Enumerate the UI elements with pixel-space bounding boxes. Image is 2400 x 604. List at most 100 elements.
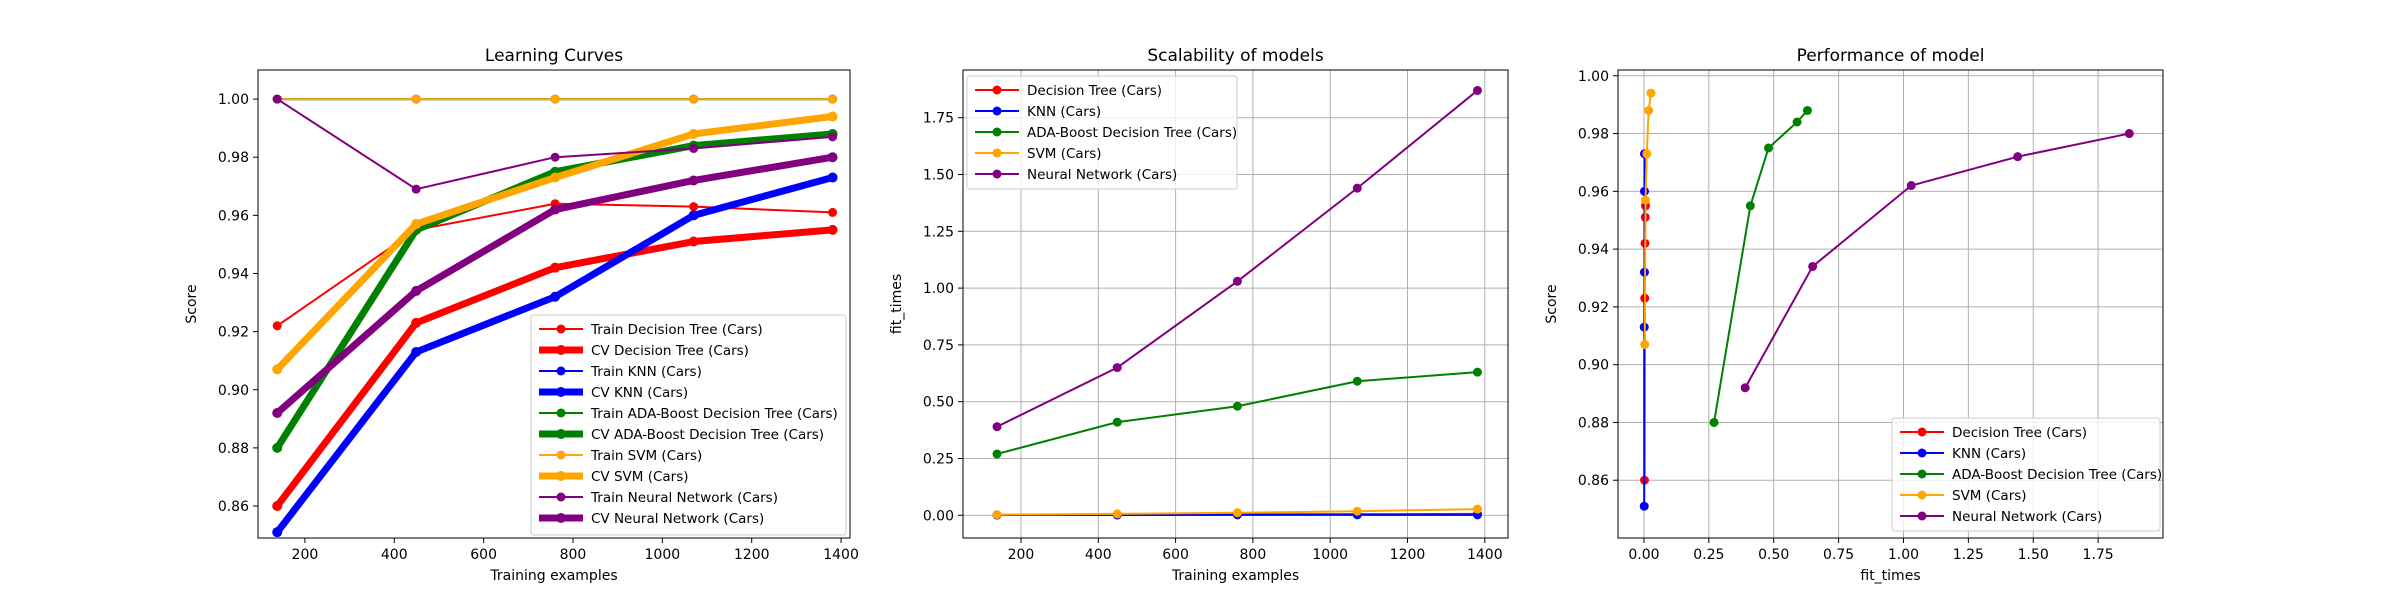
data-point — [1644, 106, 1653, 115]
series-7 — [273, 95, 837, 104]
legend-swatch-marker — [993, 107, 1002, 116]
legend-swatch-marker — [1918, 428, 1927, 437]
x-tick-label: 200 — [292, 547, 319, 563]
legend-swatch-marker — [556, 471, 566, 481]
data-point — [828, 208, 837, 217]
x-tick-label: 1000 — [645, 547, 681, 563]
data-point — [2013, 152, 2022, 161]
x-tick-label: 1200 — [1390, 547, 1426, 563]
x-tick-label: 600 — [1162, 547, 1189, 563]
data-point — [1353, 507, 1362, 516]
series-3 — [1710, 106, 1812, 427]
x-tick-label: 0.25 — [1693, 547, 1724, 563]
x-tick-label: 1.75 — [2083, 547, 2114, 563]
data-point — [550, 173, 560, 183]
legend-label: CV Decision Tree (Cars) — [591, 343, 749, 359]
legend-swatch-marker — [556, 387, 566, 397]
y-tick-label: 0.90 — [218, 383, 249, 399]
x-tick-label: 1400 — [1467, 547, 1503, 563]
y-tick-label: 0.96 — [218, 208, 249, 224]
data-point — [1646, 89, 1655, 98]
data-point — [689, 95, 698, 104]
data-point — [828, 152, 838, 162]
legend-swatch-marker — [557, 409, 566, 418]
data-point — [1746, 201, 1755, 210]
x-tick-label: 1.00 — [1888, 547, 1919, 563]
data-point — [272, 408, 282, 418]
y-tick-label: 0.50 — [923, 395, 954, 411]
y-tick-label: 0.92 — [1578, 300, 1609, 316]
data-point — [1233, 508, 1242, 517]
legend-label: CV KNN (Cars) — [591, 385, 688, 401]
y-tick-label: 0.25 — [923, 451, 954, 467]
legend-label: Train KNN (Cars) — [590, 364, 702, 380]
series-3 — [993, 368, 1482, 459]
data-point — [689, 237, 699, 247]
x-axis-label: fit_times — [1860, 568, 1920, 584]
y-tick-label: 0.88 — [1578, 415, 1609, 431]
data-point — [993, 449, 1002, 458]
legend-label: SVM (Cars) — [1027, 146, 1102, 162]
chart-title: Performance of model — [1797, 46, 1985, 66]
data-point — [1113, 509, 1122, 518]
legend-label: CV Neural Network (Cars) — [591, 511, 764, 527]
data-point — [1640, 187, 1649, 196]
data-point — [1473, 86, 1482, 95]
data-point — [1764, 144, 1773, 153]
legend: Decision Tree (Cars)KNN (Cars)ADA-Boost … — [967, 76, 1237, 189]
data-point — [1353, 377, 1362, 386]
y-tick-label: 1.75 — [923, 111, 954, 127]
x-tick-label: 1.25 — [1953, 547, 1984, 563]
y-tick-label: 0.75 — [923, 338, 954, 354]
y-tick-label: 0.00 — [923, 508, 954, 524]
legend-label: Train ADA-Boost Decision Tree (Cars) — [590, 406, 838, 422]
legend-swatch-marker — [1918, 449, 1927, 458]
data-point — [689, 202, 698, 211]
data-point — [411, 318, 421, 328]
data-point — [993, 422, 1002, 431]
series-line — [997, 372, 1477, 454]
data-point — [411, 347, 421, 357]
y-tick-label: 0.88 — [218, 441, 249, 457]
y-tick-label: 0.86 — [218, 499, 249, 515]
x-tick-label: 1000 — [1312, 547, 1348, 563]
legend: Decision Tree (Cars)KNN (Cars)ADA-Boost … — [1892, 418, 2162, 531]
y-tick-label: 0.92 — [218, 325, 249, 341]
legend-swatch-marker — [993, 86, 1002, 95]
data-point — [412, 185, 421, 194]
data-point — [1473, 505, 1482, 514]
y-tick-label: 0.94 — [1578, 242, 1609, 258]
data-point — [828, 132, 837, 141]
legend-swatch-marker — [993, 149, 1002, 158]
x-axis-label: Training examples — [489, 568, 617, 584]
x-tick-label: 1400 — [823, 547, 859, 563]
data-point — [828, 112, 838, 122]
y-tick-label: 0.96 — [1578, 184, 1609, 200]
y-axis-label: Score — [184, 284, 200, 323]
y-tick-label: 1.00 — [218, 92, 249, 108]
data-point — [1641, 196, 1650, 205]
legend-label: KNN (Cars) — [1027, 104, 1101, 120]
legend-label: CV ADA-Boost Decision Tree (Cars) — [591, 427, 824, 443]
data-point — [1808, 262, 1817, 271]
data-point — [1640, 502, 1649, 511]
x-tick-label: 800 — [1240, 547, 1267, 563]
x-tick-label: 400 — [1085, 547, 1112, 563]
data-point — [1353, 184, 1362, 193]
data-point — [689, 129, 699, 139]
y-tick-label: 1.00 — [1578, 69, 1609, 85]
data-point — [1640, 340, 1649, 349]
data-point — [828, 225, 838, 235]
legend-label: ADA-Boost Decision Tree (Cars) — [1027, 125, 1237, 141]
data-point — [1803, 106, 1812, 115]
y-tick-label: 1.00 — [923, 281, 954, 297]
series-4 — [993, 505, 1482, 519]
data-point — [550, 205, 560, 215]
data-point — [689, 210, 699, 220]
x-tick-label: 1200 — [734, 547, 770, 563]
legend-swatch-marker — [557, 451, 566, 460]
data-point — [272, 443, 282, 453]
x-tick-label: 0.50 — [1758, 547, 1789, 563]
